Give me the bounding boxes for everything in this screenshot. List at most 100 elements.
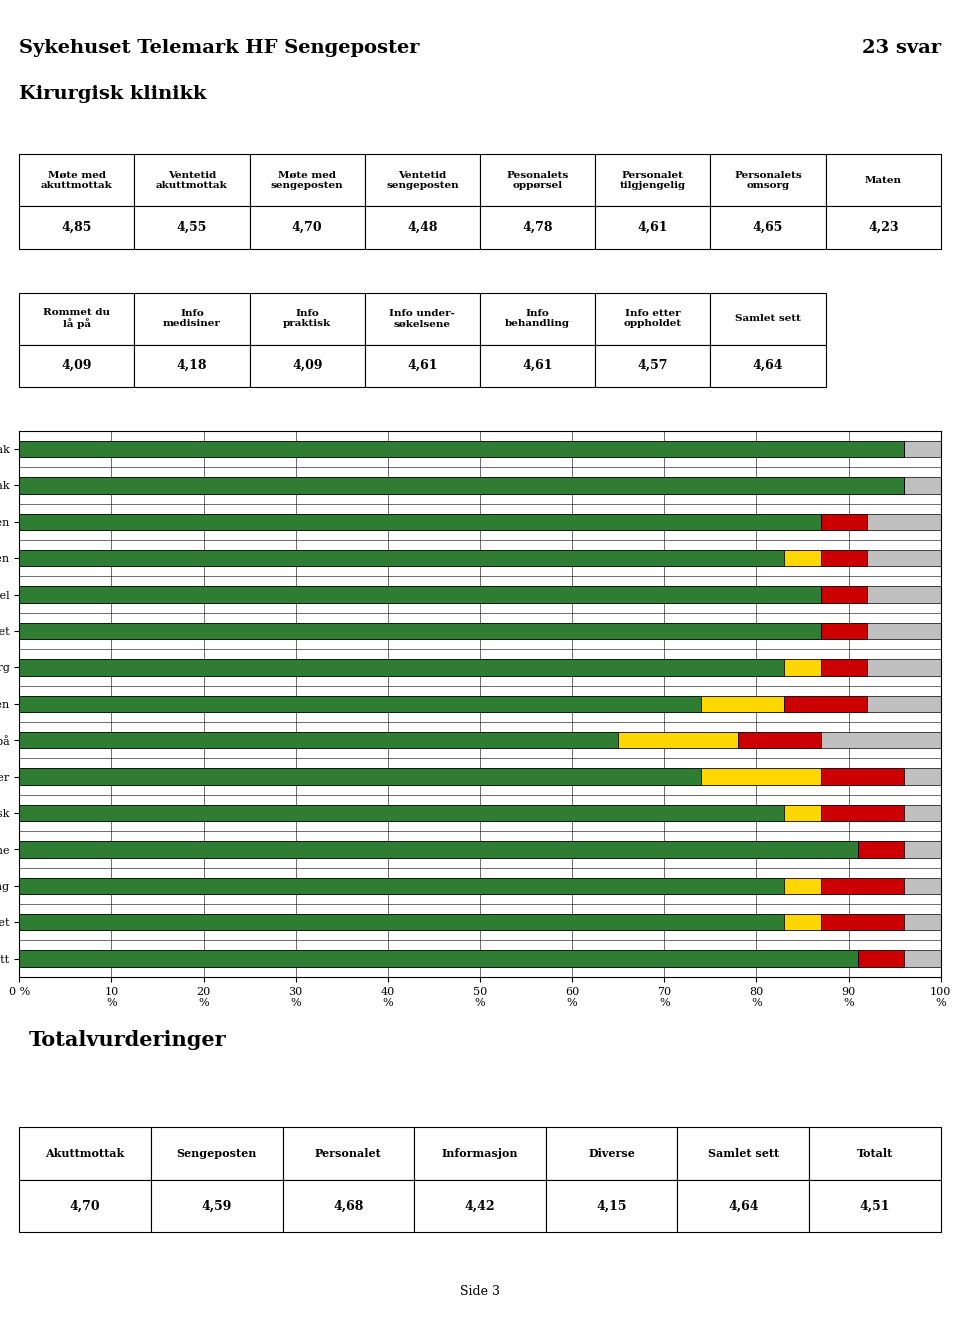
Text: Totalvurderinger: Totalvurderinger bbox=[29, 1030, 226, 1050]
FancyBboxPatch shape bbox=[710, 344, 826, 387]
Bar bbox=[19, 878, 784, 894]
Bar bbox=[19, 768, 941, 784]
FancyBboxPatch shape bbox=[480, 207, 595, 249]
Text: 4,68: 4,68 bbox=[333, 1199, 364, 1213]
Bar bbox=[19, 623, 941, 639]
Text: Rommet du
lå på: Rommet du lå på bbox=[43, 308, 110, 329]
Text: 4,48: 4,48 bbox=[407, 221, 438, 233]
Bar bbox=[821, 804, 904, 822]
FancyBboxPatch shape bbox=[19, 292, 134, 344]
Bar bbox=[19, 659, 784, 675]
FancyBboxPatch shape bbox=[480, 155, 595, 207]
Text: Kirurgisk klinikk: Kirurgisk klinikk bbox=[19, 85, 206, 104]
FancyBboxPatch shape bbox=[414, 1127, 546, 1179]
Text: 23 svar: 23 svar bbox=[862, 39, 941, 57]
FancyBboxPatch shape bbox=[809, 1127, 941, 1179]
Text: 4,61: 4,61 bbox=[637, 221, 668, 233]
Bar bbox=[858, 842, 904, 858]
Text: 4,64: 4,64 bbox=[753, 359, 783, 372]
Bar bbox=[19, 695, 701, 712]
FancyBboxPatch shape bbox=[19, 1179, 151, 1233]
Text: Diverse: Diverse bbox=[588, 1147, 636, 1159]
Text: Personalet
tilgjengelig: Personalet tilgjengelig bbox=[620, 171, 685, 189]
Text: 4,51: 4,51 bbox=[860, 1199, 890, 1213]
FancyBboxPatch shape bbox=[365, 207, 480, 249]
FancyBboxPatch shape bbox=[710, 292, 826, 344]
Bar bbox=[19, 478, 904, 494]
Bar bbox=[19, 587, 941, 603]
FancyBboxPatch shape bbox=[480, 292, 595, 344]
FancyBboxPatch shape bbox=[250, 344, 365, 387]
FancyBboxPatch shape bbox=[480, 344, 595, 387]
Text: Info
behandling: Info behandling bbox=[505, 309, 570, 328]
Bar bbox=[784, 659, 821, 675]
FancyBboxPatch shape bbox=[546, 1179, 678, 1233]
Bar bbox=[19, 804, 784, 822]
Text: Informasjon: Informasjon bbox=[442, 1147, 518, 1159]
Text: 4,59: 4,59 bbox=[202, 1199, 232, 1213]
FancyBboxPatch shape bbox=[809, 1179, 941, 1233]
Bar bbox=[19, 550, 941, 567]
Bar bbox=[738, 732, 821, 748]
Text: Info
medisiner: Info medisiner bbox=[163, 309, 221, 328]
Bar bbox=[19, 550, 784, 567]
FancyBboxPatch shape bbox=[546, 1127, 678, 1179]
Bar bbox=[19, 440, 941, 458]
Bar bbox=[19, 878, 941, 894]
Bar bbox=[19, 440, 904, 458]
Text: Sengeposten: Sengeposten bbox=[177, 1147, 257, 1159]
Bar bbox=[19, 842, 941, 858]
FancyBboxPatch shape bbox=[134, 344, 250, 387]
Text: Samlet sett: Samlet sett bbox=[708, 1147, 779, 1159]
FancyBboxPatch shape bbox=[826, 207, 941, 249]
Bar bbox=[19, 623, 821, 639]
FancyBboxPatch shape bbox=[151, 1127, 282, 1179]
Bar bbox=[19, 842, 858, 858]
FancyBboxPatch shape bbox=[595, 344, 710, 387]
Text: 4,15: 4,15 bbox=[596, 1199, 627, 1213]
Text: Maten: Maten bbox=[865, 176, 901, 185]
Text: 4,70: 4,70 bbox=[70, 1199, 101, 1213]
Bar bbox=[19, 804, 941, 822]
Text: Personalets
omsorg: Personalets omsorg bbox=[734, 171, 802, 189]
FancyBboxPatch shape bbox=[250, 292, 365, 344]
FancyBboxPatch shape bbox=[19, 155, 134, 207]
Bar bbox=[784, 914, 821, 930]
Text: 4,85: 4,85 bbox=[61, 221, 92, 233]
Text: 4,70: 4,70 bbox=[292, 221, 323, 233]
Bar bbox=[821, 623, 867, 639]
FancyBboxPatch shape bbox=[282, 1179, 414, 1233]
Text: 4,61: 4,61 bbox=[407, 359, 438, 372]
Text: Pesonalets
oppørsel: Pesonalets oppørsel bbox=[507, 171, 568, 189]
Text: Møte med
akuttmottak: Møte med akuttmottak bbox=[41, 171, 112, 189]
Text: Møte med
sengeposten: Møte med sengeposten bbox=[271, 171, 344, 189]
Text: 4,55: 4,55 bbox=[177, 221, 207, 233]
FancyBboxPatch shape bbox=[134, 292, 250, 344]
FancyBboxPatch shape bbox=[19, 207, 134, 249]
Text: Personalet: Personalet bbox=[315, 1147, 382, 1159]
FancyBboxPatch shape bbox=[250, 207, 365, 249]
Bar bbox=[858, 950, 904, 967]
Bar bbox=[19, 478, 941, 494]
Bar bbox=[821, 768, 904, 784]
Bar bbox=[784, 550, 821, 567]
Text: 4,09: 4,09 bbox=[292, 359, 323, 372]
FancyBboxPatch shape bbox=[365, 292, 480, 344]
Text: Info
praktisk: Info praktisk bbox=[283, 309, 331, 328]
FancyBboxPatch shape bbox=[595, 207, 710, 249]
Bar bbox=[821, 878, 904, 894]
FancyBboxPatch shape bbox=[365, 155, 480, 207]
Bar bbox=[821, 914, 904, 930]
Text: 4,78: 4,78 bbox=[522, 221, 553, 233]
Text: 4,65: 4,65 bbox=[753, 221, 783, 233]
Bar bbox=[701, 768, 821, 784]
Text: Ventetid
sengeposten: Ventetid sengeposten bbox=[386, 171, 459, 189]
Text: 4,61: 4,61 bbox=[522, 359, 553, 372]
Text: Totalt: Totalt bbox=[857, 1147, 893, 1159]
Bar bbox=[19, 914, 784, 930]
Text: Sykehuset Telemark HF Sengeposter: Sykehuset Telemark HF Sengeposter bbox=[19, 39, 420, 57]
FancyBboxPatch shape bbox=[134, 155, 250, 207]
Text: Akuttmottak: Akuttmottak bbox=[45, 1147, 125, 1159]
Bar bbox=[19, 732, 618, 748]
Text: Ventetid
akuttmottak: Ventetid akuttmottak bbox=[156, 171, 228, 189]
